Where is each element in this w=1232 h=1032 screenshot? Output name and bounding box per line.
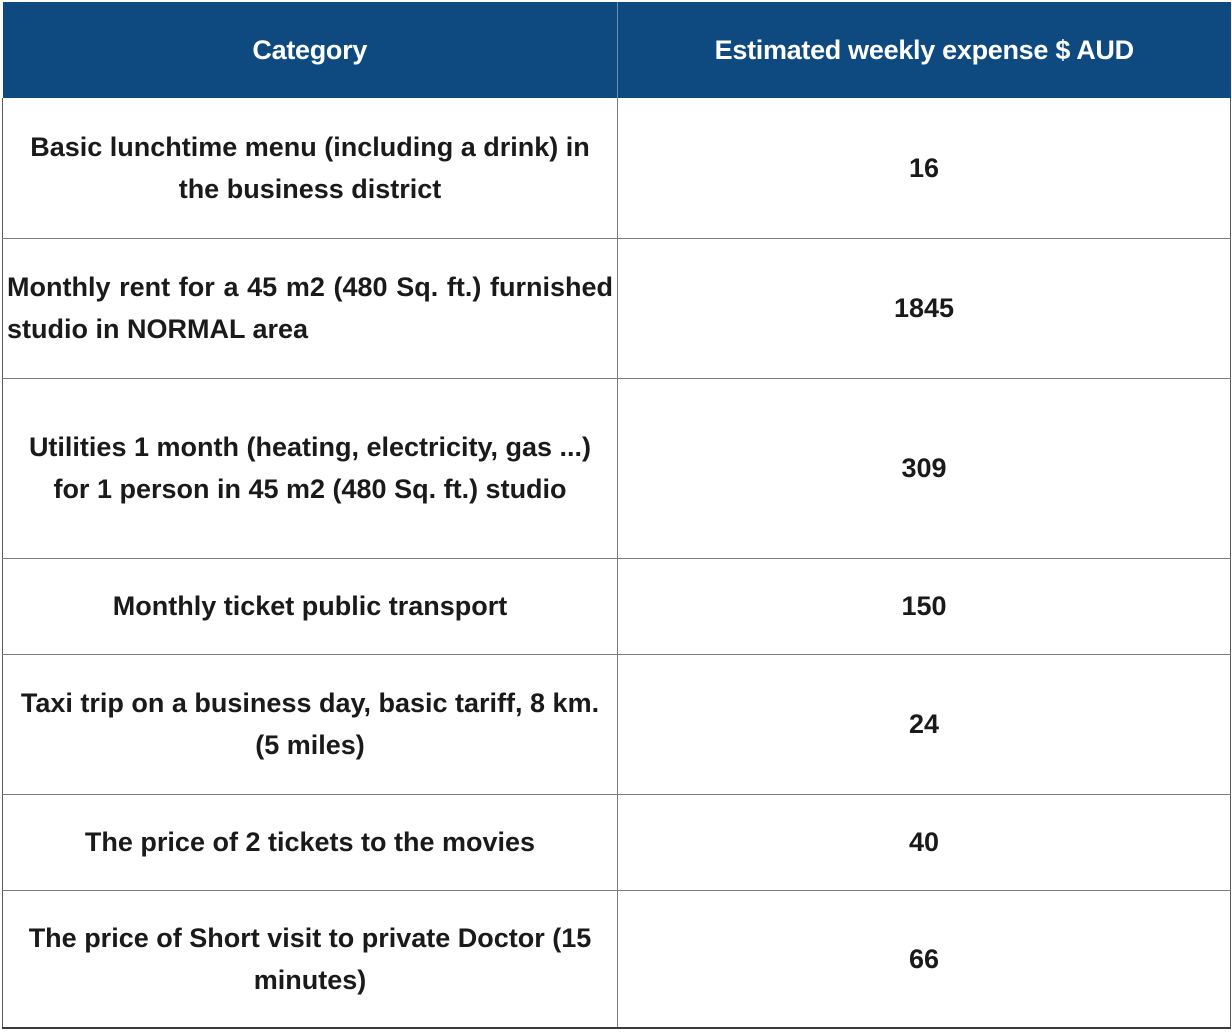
category-cell: The price of Short visit to private Doct… bbox=[2, 890, 618, 1029]
table-body: Basic lunchtime menu (including a drink)… bbox=[2, 98, 1231, 1029]
table-row: Taxi trip on a business day, basic tarif… bbox=[2, 654, 1231, 795]
expense-value-cell: 24 bbox=[617, 654, 1231, 795]
header-row: Category Estimated weekly expense $ AUD bbox=[2, 2, 1231, 98]
category-cell: Monthly rent for a 45 m2 (480 Sq. ft.) f… bbox=[2, 238, 618, 379]
table-row: Utilities 1 month (heating, electricity,… bbox=[2, 378, 1231, 559]
category-cell: Utilities 1 month (heating, electricity,… bbox=[2, 378, 618, 559]
table-row: The price of Short visit to private Doct… bbox=[2, 890, 1231, 1029]
category-cell: Basic lunchtime menu (including a drink)… bbox=[2, 98, 618, 239]
header-estimated-weekly-expense: Estimated weekly expense $ AUD bbox=[617, 2, 1231, 98]
expense-value-cell: 309 bbox=[617, 378, 1231, 559]
category-cell: Taxi trip on a business day, basic tarif… bbox=[2, 654, 618, 795]
expense-value-cell: 40 bbox=[617, 794, 1231, 891]
table-row: Basic lunchtime menu (including a drink)… bbox=[2, 98, 1231, 239]
category-cell: Monthly ticket public transport bbox=[2, 558, 618, 655]
table-row: Monthly rent for a 45 m2 (480 Sq. ft.) f… bbox=[2, 238, 1231, 379]
expense-value-cell: 150 bbox=[617, 558, 1231, 655]
table-row: Monthly ticket public transport 150 bbox=[2, 558, 1231, 655]
table-row: The price of 2 tickets to the movies 40 bbox=[2, 794, 1231, 891]
category-cell: The price of 2 tickets to the movies bbox=[2, 794, 618, 891]
expense-value-cell: 16 bbox=[617, 98, 1231, 239]
expense-value-cell: 66 bbox=[617, 890, 1231, 1029]
table-header: Category Estimated weekly expense $ AUD bbox=[2, 2, 1231, 98]
expense-value-cell: 1845 bbox=[617, 238, 1231, 379]
header-category: Category bbox=[2, 2, 618, 98]
